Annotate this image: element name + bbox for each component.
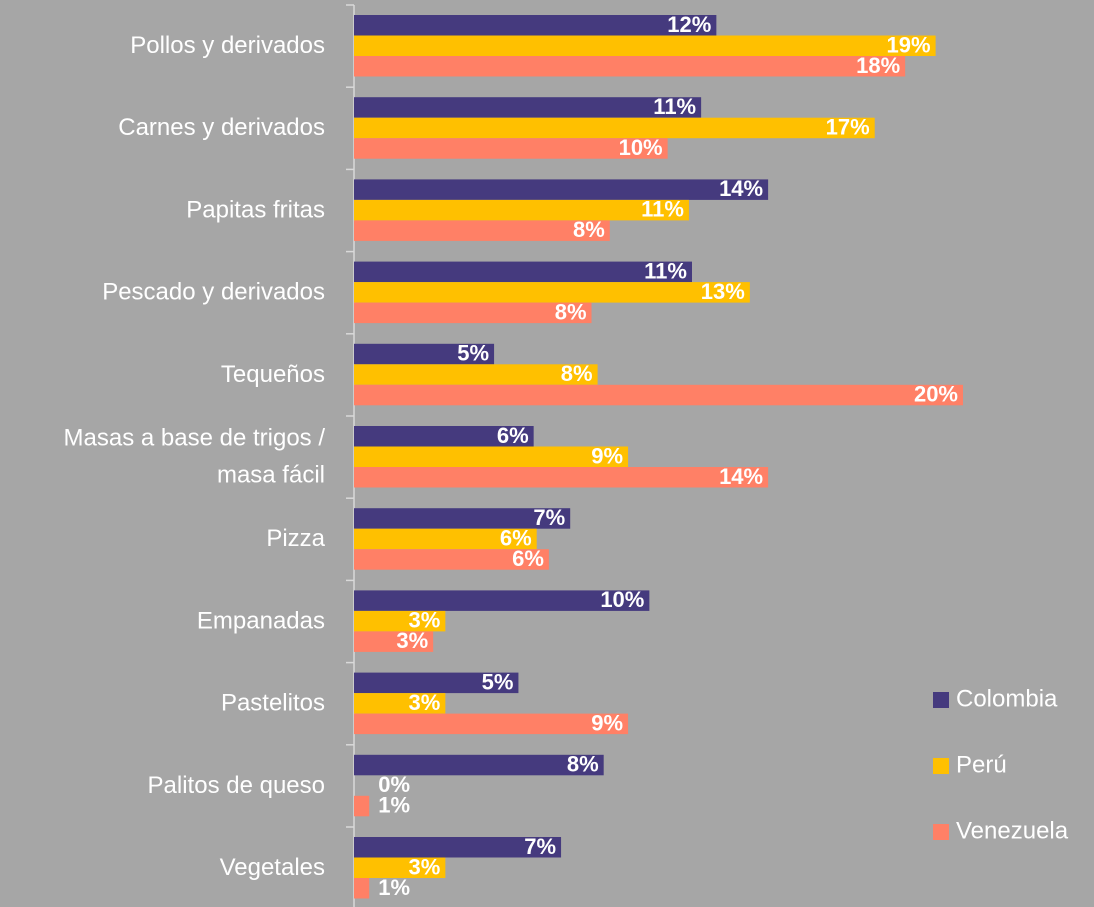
data-label: 11% (653, 94, 696, 119)
data-label: 8% (555, 299, 587, 324)
bar (354, 878, 370, 899)
legend-label: Venezuela (956, 817, 1069, 844)
data-label: 11% (641, 197, 684, 222)
bar (354, 343, 495, 365)
data-label: 10% (600, 587, 644, 612)
data-label: 9% (591, 443, 623, 468)
bar (354, 117, 875, 139)
bar (354, 364, 598, 385)
bar (354, 302, 592, 324)
bar (354, 56, 906, 77)
bar (354, 446, 629, 467)
bar (354, 549, 549, 570)
data-label: 11% (644, 258, 687, 283)
category-label: Pizza (266, 526, 325, 553)
category-label-line: Pizza (266, 526, 325, 553)
data-label: 14% (719, 464, 763, 489)
bar (354, 754, 604, 776)
legend-label: Perú (956, 751, 1007, 778)
bar (354, 857, 446, 878)
category-label-line: Carnes y derivados (118, 115, 325, 142)
data-label: 12% (667, 12, 711, 37)
category-label-line: masa fácil (217, 462, 325, 489)
legend-swatch (933, 692, 949, 708)
data-label: 3% (409, 690, 441, 715)
data-label: 19% (887, 32, 931, 57)
data-label: 18% (856, 53, 900, 78)
data-label: 14% (719, 176, 763, 201)
bar (354, 220, 610, 241)
bar (354, 631, 434, 652)
bar (354, 97, 702, 118)
legend-swatch (933, 824, 949, 840)
data-label: 5% (482, 669, 514, 694)
bar (354, 590, 650, 611)
data-label: 8% (573, 217, 605, 242)
category-label: Empanadas (197, 608, 325, 635)
category-label: Papitas fritas (186, 197, 325, 224)
bar (354, 199, 689, 221)
data-label: 7% (533, 505, 565, 530)
category-label-line: Pescado y derivados (102, 279, 325, 306)
bar (354, 693, 446, 714)
category-label-line: Papitas fritas (186, 197, 325, 224)
category-label: Pastelitos (221, 690, 325, 717)
category-label-line: Empanadas (197, 608, 325, 635)
bar (354, 138, 668, 159)
data-label: 3% (396, 628, 428, 653)
data-label: 8% (567, 752, 599, 777)
data-label: 7% (524, 834, 556, 859)
data-label: 6% (500, 526, 532, 551)
data-label: 1% (378, 875, 410, 900)
category-label-line: Tequeños (221, 361, 325, 388)
category-label: Carnes y derivados (118, 115, 325, 142)
bar (354, 426, 534, 447)
data-label: 1% (378, 793, 410, 818)
data-label: 3% (409, 854, 441, 879)
bar (354, 528, 537, 550)
bar (354, 261, 692, 283)
bar (354, 795, 370, 817)
bar (354, 467, 769, 488)
legend-swatch (933, 758, 949, 774)
category-label: Masas a base de trigos / masa fácil (64, 425, 326, 489)
data-label: 0% (378, 772, 410, 797)
category-label: Vegetales (220, 854, 325, 881)
bar (354, 713, 629, 735)
data-label: 10% (619, 135, 663, 160)
category-label-line: Pastelitos (221, 690, 325, 717)
bar (354, 508, 571, 529)
legend-label: Colombia (956, 685, 1058, 712)
bar (354, 672, 519, 694)
bar (354, 15, 717, 36)
category-label: Palitos de queso (148, 772, 325, 799)
category-label: Tequeños (221, 361, 325, 388)
bar (354, 384, 963, 406)
data-label: 20% (914, 382, 958, 407)
data-label: 6% (497, 423, 529, 448)
data-label: 3% (409, 608, 441, 633)
category-label-line: Pollos y derivados (130, 32, 325, 59)
data-label: 17% (826, 115, 870, 140)
bar (354, 282, 750, 303)
bar (354, 179, 769, 200)
category-label-line: Vegetales (220, 854, 325, 881)
bar (354, 35, 936, 56)
data-label: 5% (457, 341, 489, 366)
category-label: Pollos y derivados (130, 32, 325, 59)
data-label: 9% (591, 710, 623, 735)
category-label-line: Palitos de queso (148, 772, 325, 799)
data-label: 6% (512, 546, 544, 571)
bar (354, 837, 562, 858)
category-label-line: Masas a base de trigos / (64, 425, 326, 452)
data-label: 13% (701, 279, 745, 304)
bar (354, 610, 446, 632)
category-label: Pescado y derivados (102, 279, 325, 306)
data-label: 8% (561, 361, 593, 386)
